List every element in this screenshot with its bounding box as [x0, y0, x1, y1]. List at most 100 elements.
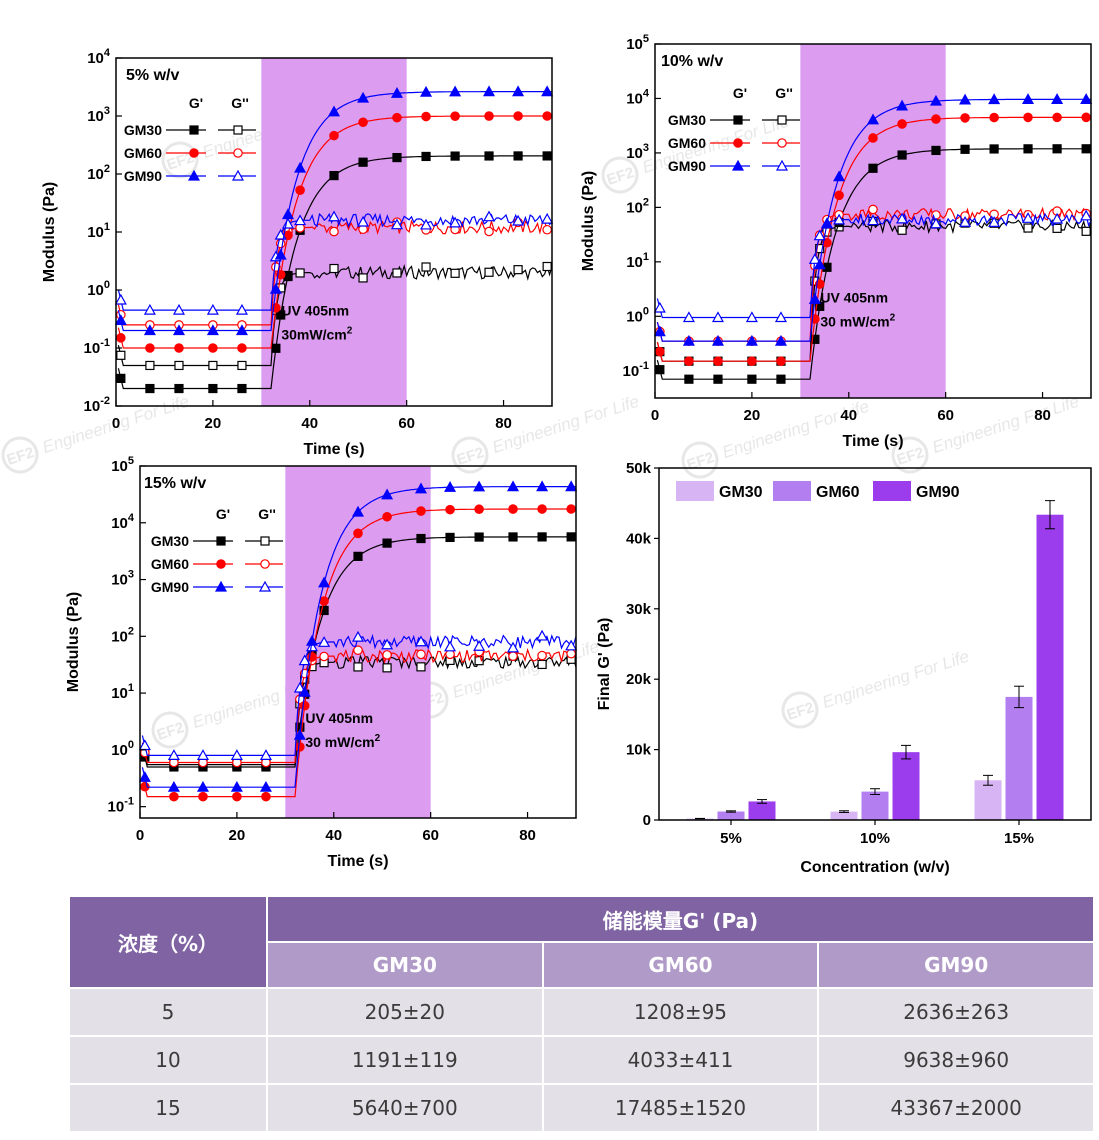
data-point: [536, 629, 549, 641]
data-point: [745, 334, 758, 346]
data-point: [145, 383, 155, 394]
data-point: [513, 265, 523, 275]
data-point: [655, 346, 665, 357]
data-point: [868, 133, 878, 143]
data-point: [747, 356, 757, 366]
series-markers-gm30-gprime: [116, 151, 552, 394]
data-point: [988, 93, 1001, 105]
data-point: [414, 482, 427, 494]
y-tick-label: 104: [111, 512, 135, 532]
data-point: [230, 749, 243, 760]
data-point: [353, 551, 363, 561]
data-point: [1081, 226, 1091, 236]
data-point: [508, 504, 518, 514]
data-point: [565, 639, 578, 651]
data-point: [421, 262, 431, 272]
data-point: [507, 641, 520, 653]
data-point: [931, 114, 941, 124]
data-point: [416, 533, 426, 544]
panel-5-percent: 0 20 40 60 80 10-2 10-1 100 101 102 103 104 Time (s)…: [41, 47, 554, 458]
column-header-gm30: GM30: [268, 943, 542, 987]
watermark-logo-ring: [681, 441, 719, 479]
data-point: [293, 681, 306, 693]
data-point: [237, 383, 247, 394]
x-tick-label: 20: [205, 415, 222, 432]
data-point: [541, 212, 554, 224]
x-tick-label: 0: [112, 415, 120, 432]
y-tick-label: 105: [111, 455, 134, 475]
data-point: [566, 648, 576, 659]
legend-header-gdoubleprime: G'': [258, 506, 276, 522]
data-point: [392, 112, 402, 123]
x-tick-label: 10%: [860, 830, 890, 847]
data-point: [421, 151, 431, 162]
data-point: [896, 212, 909, 224]
data-point: [329, 130, 339, 141]
data-point: [382, 538, 392, 548]
data-point: [198, 791, 208, 802]
x-tick-label: 80: [1034, 407, 1051, 424]
data-point: [327, 210, 341, 222]
data-point: [450, 268, 460, 278]
watermark-text: Engineering For Life: [450, 637, 601, 702]
data-point: [295, 185, 305, 195]
y-tick-label: 100: [111, 739, 134, 759]
uv-label-wavelength: UV 405nm: [281, 303, 349, 319]
watermark-text: Engineering For Life: [490, 392, 641, 457]
data-point: [295, 268, 305, 278]
legend-swatch-gm90: [873, 481, 911, 501]
row-concentration: 10: [70, 1037, 266, 1083]
data-point: [1023, 223, 1033, 233]
x-axis-title: Time (s): [327, 853, 388, 870]
x-tick-label: 40: [301, 415, 318, 432]
data-point: [512, 214, 525, 226]
data-point: [808, 253, 821, 264]
x-tick-label: 15%: [1004, 830, 1034, 847]
data-point: [1022, 212, 1035, 223]
data-point: [897, 225, 907, 235]
data-point: [358, 117, 368, 128]
data-point: [138, 771, 151, 782]
y-tick-label: 100: [87, 279, 110, 299]
data-point: [444, 481, 457, 492]
bar-gm60: [1005, 696, 1033, 820]
legend-header-gprime: G': [216, 506, 230, 522]
watermark-logo-ring: [1, 436, 39, 474]
data-point: [319, 605, 329, 616]
bar-gm30: [830, 811, 858, 820]
legend-marker-filled: [214, 580, 228, 592]
data-point: [868, 204, 878, 215]
uv-label-intensity: 30 mW/cm2: [305, 733, 380, 750]
y-tick-label: 102: [87, 163, 110, 183]
data-point: [1022, 93, 1035, 104]
legend-label-gm30: GM30: [719, 484, 763, 501]
y-tick-label: 10-2: [84, 395, 110, 415]
data-point: [381, 488, 394, 500]
data-point: [713, 374, 723, 384]
legend: G' G'' GM30 GM60 GM90: [124, 95, 256, 184]
data-point: [382, 663, 392, 673]
data-point: [416, 506, 426, 516]
data-point: [421, 111, 431, 122]
legend-swatch-gm30: [676, 481, 714, 501]
data-point: [298, 654, 311, 666]
watermark-text: Engineering For Life: [820, 647, 971, 712]
data-point: [929, 94, 942, 106]
x-tick-label: 60: [937, 407, 954, 424]
data-point: [711, 334, 724, 346]
x-tick-label: 40: [840, 407, 857, 424]
data-point: [271, 262, 281, 272]
watermark-logo-text: EF2: [685, 449, 716, 474]
data-point: [143, 324, 156, 336]
data-point: [655, 365, 665, 375]
data-point: [319, 596, 329, 606]
bar-gm90: [748, 801, 776, 820]
data-point: [319, 651, 329, 662]
data-point: [449, 216, 462, 228]
data-point: [483, 210, 496, 222]
bar-gm60: [717, 811, 745, 820]
table-cell: 5640±700: [268, 1085, 542, 1131]
data-point: [353, 528, 363, 539]
data-point: [390, 87, 403, 98]
